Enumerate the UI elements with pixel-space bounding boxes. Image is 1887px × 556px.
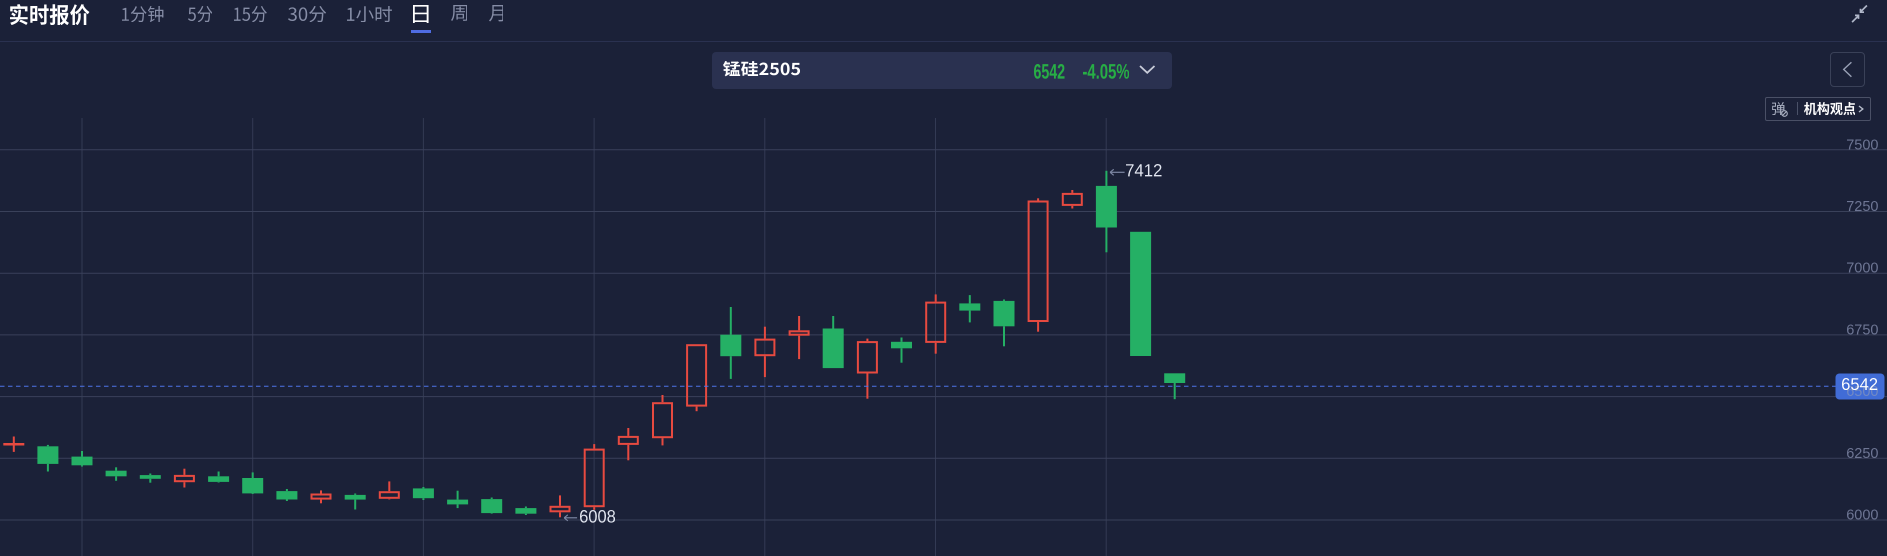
svg-text:6000: 6000	[1846, 508, 1878, 524]
svg-text:7000: 7000	[1846, 261, 1878, 277]
svg-text:7500: 7500	[1846, 137, 1878, 153]
svg-text:6250: 6250	[1846, 446, 1878, 462]
svg-text:6750: 6750	[1846, 322, 1878, 338]
svg-text:7250: 7250	[1846, 199, 1878, 215]
svg-text:6500: 6500	[1846, 384, 1878, 400]
